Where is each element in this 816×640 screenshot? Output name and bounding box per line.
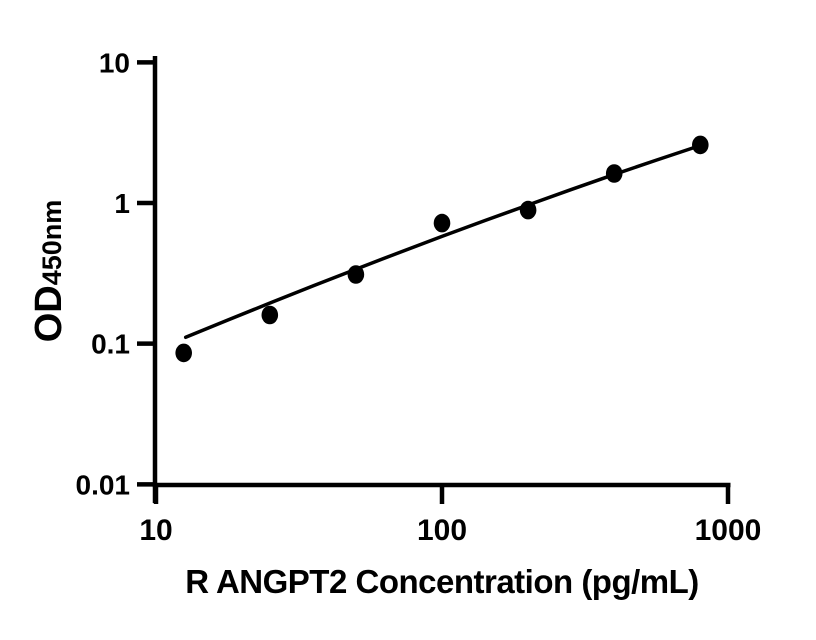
x-tick-label-1000: 1000 — [695, 514, 762, 547]
y-tick-label-1: 1 — [114, 188, 130, 219]
y-tick-label-10: 10 — [99, 47, 130, 78]
y-axis-title: OD450nm — [27, 121, 71, 421]
data-point-400 — [605, 164, 623, 183]
fit-curve-line — [183, 143, 703, 340]
data-point-800 — [692, 135, 709, 155]
y-axis-title-sub: 450nm — [37, 199, 67, 286]
data-point-25 — [261, 305, 279, 325]
y-tick-label-0.1: 0.1 — [91, 329, 130, 360]
data-point-200 — [519, 200, 537, 220]
x-tick-label-100: 100 — [417, 514, 467, 547]
x-axis-title: R ANGPT2 Concentration (pg/mL) — [185, 563, 699, 600]
data-point-100 — [433, 213, 451, 233]
y-axis-title-main: OD — [28, 285, 70, 343]
data-point-12.5 — [175, 343, 192, 363]
data-point-50 — [347, 265, 365, 284]
x-tick-label-10: 10 — [139, 514, 172, 547]
y-tick-label-0.01: 0.01 — [76, 469, 131, 500]
